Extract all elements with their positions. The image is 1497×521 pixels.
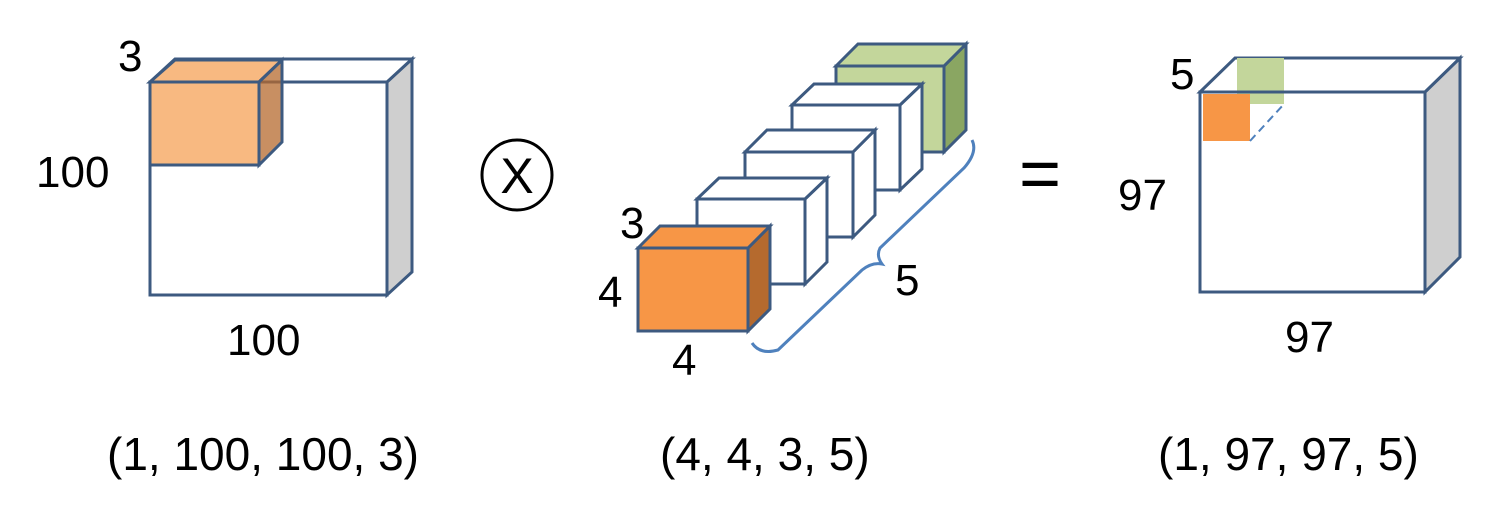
output-volume-side — [1425, 58, 1460, 292]
input-depth-label: 3 — [118, 32, 142, 81]
equals-operator: = — [1019, 134, 1061, 214]
output-width-label: 97 — [1285, 313, 1334, 362]
input-volume-side — [387, 59, 412, 295]
filter-5-top — [836, 44, 966, 66]
input-receptive-field-cube — [150, 60, 282, 165]
convolution-operator-icon: X — [482, 140, 552, 210]
filter-cube-1 — [638, 226, 770, 331]
filter-2-top — [697, 178, 827, 199]
filter-1-front — [638, 248, 748, 331]
filter-stack — [638, 44, 974, 351]
filter-1-top — [638, 226, 770, 248]
convolution-operator-symbol: X — [500, 148, 533, 204]
output-depth-label: 5 — [1170, 50, 1194, 99]
output-volume — [1200, 58, 1460, 292]
filter-count-label: 5 — [895, 256, 919, 305]
input-width-label: 100 — [227, 316, 300, 365]
filter-shape-label: (4, 4, 3, 5) — [660, 428, 870, 480]
input-height-label: 100 — [36, 148, 109, 197]
filter-4-top — [792, 84, 922, 105]
filter-width-label: 4 — [672, 336, 696, 385]
output-orange-cell — [1203, 94, 1250, 141]
filter-3-top — [745, 130, 875, 152]
input-patch-front — [150, 82, 259, 165]
output-height-label: 97 — [1118, 171, 1167, 220]
output-shape-label: (1, 97, 97, 5) — [1158, 428, 1419, 480]
filter-depth-label: 3 — [620, 199, 644, 248]
filter-height-label: 4 — [598, 268, 622, 317]
input-shape-label: (1, 100, 100, 3) — [107, 428, 419, 480]
